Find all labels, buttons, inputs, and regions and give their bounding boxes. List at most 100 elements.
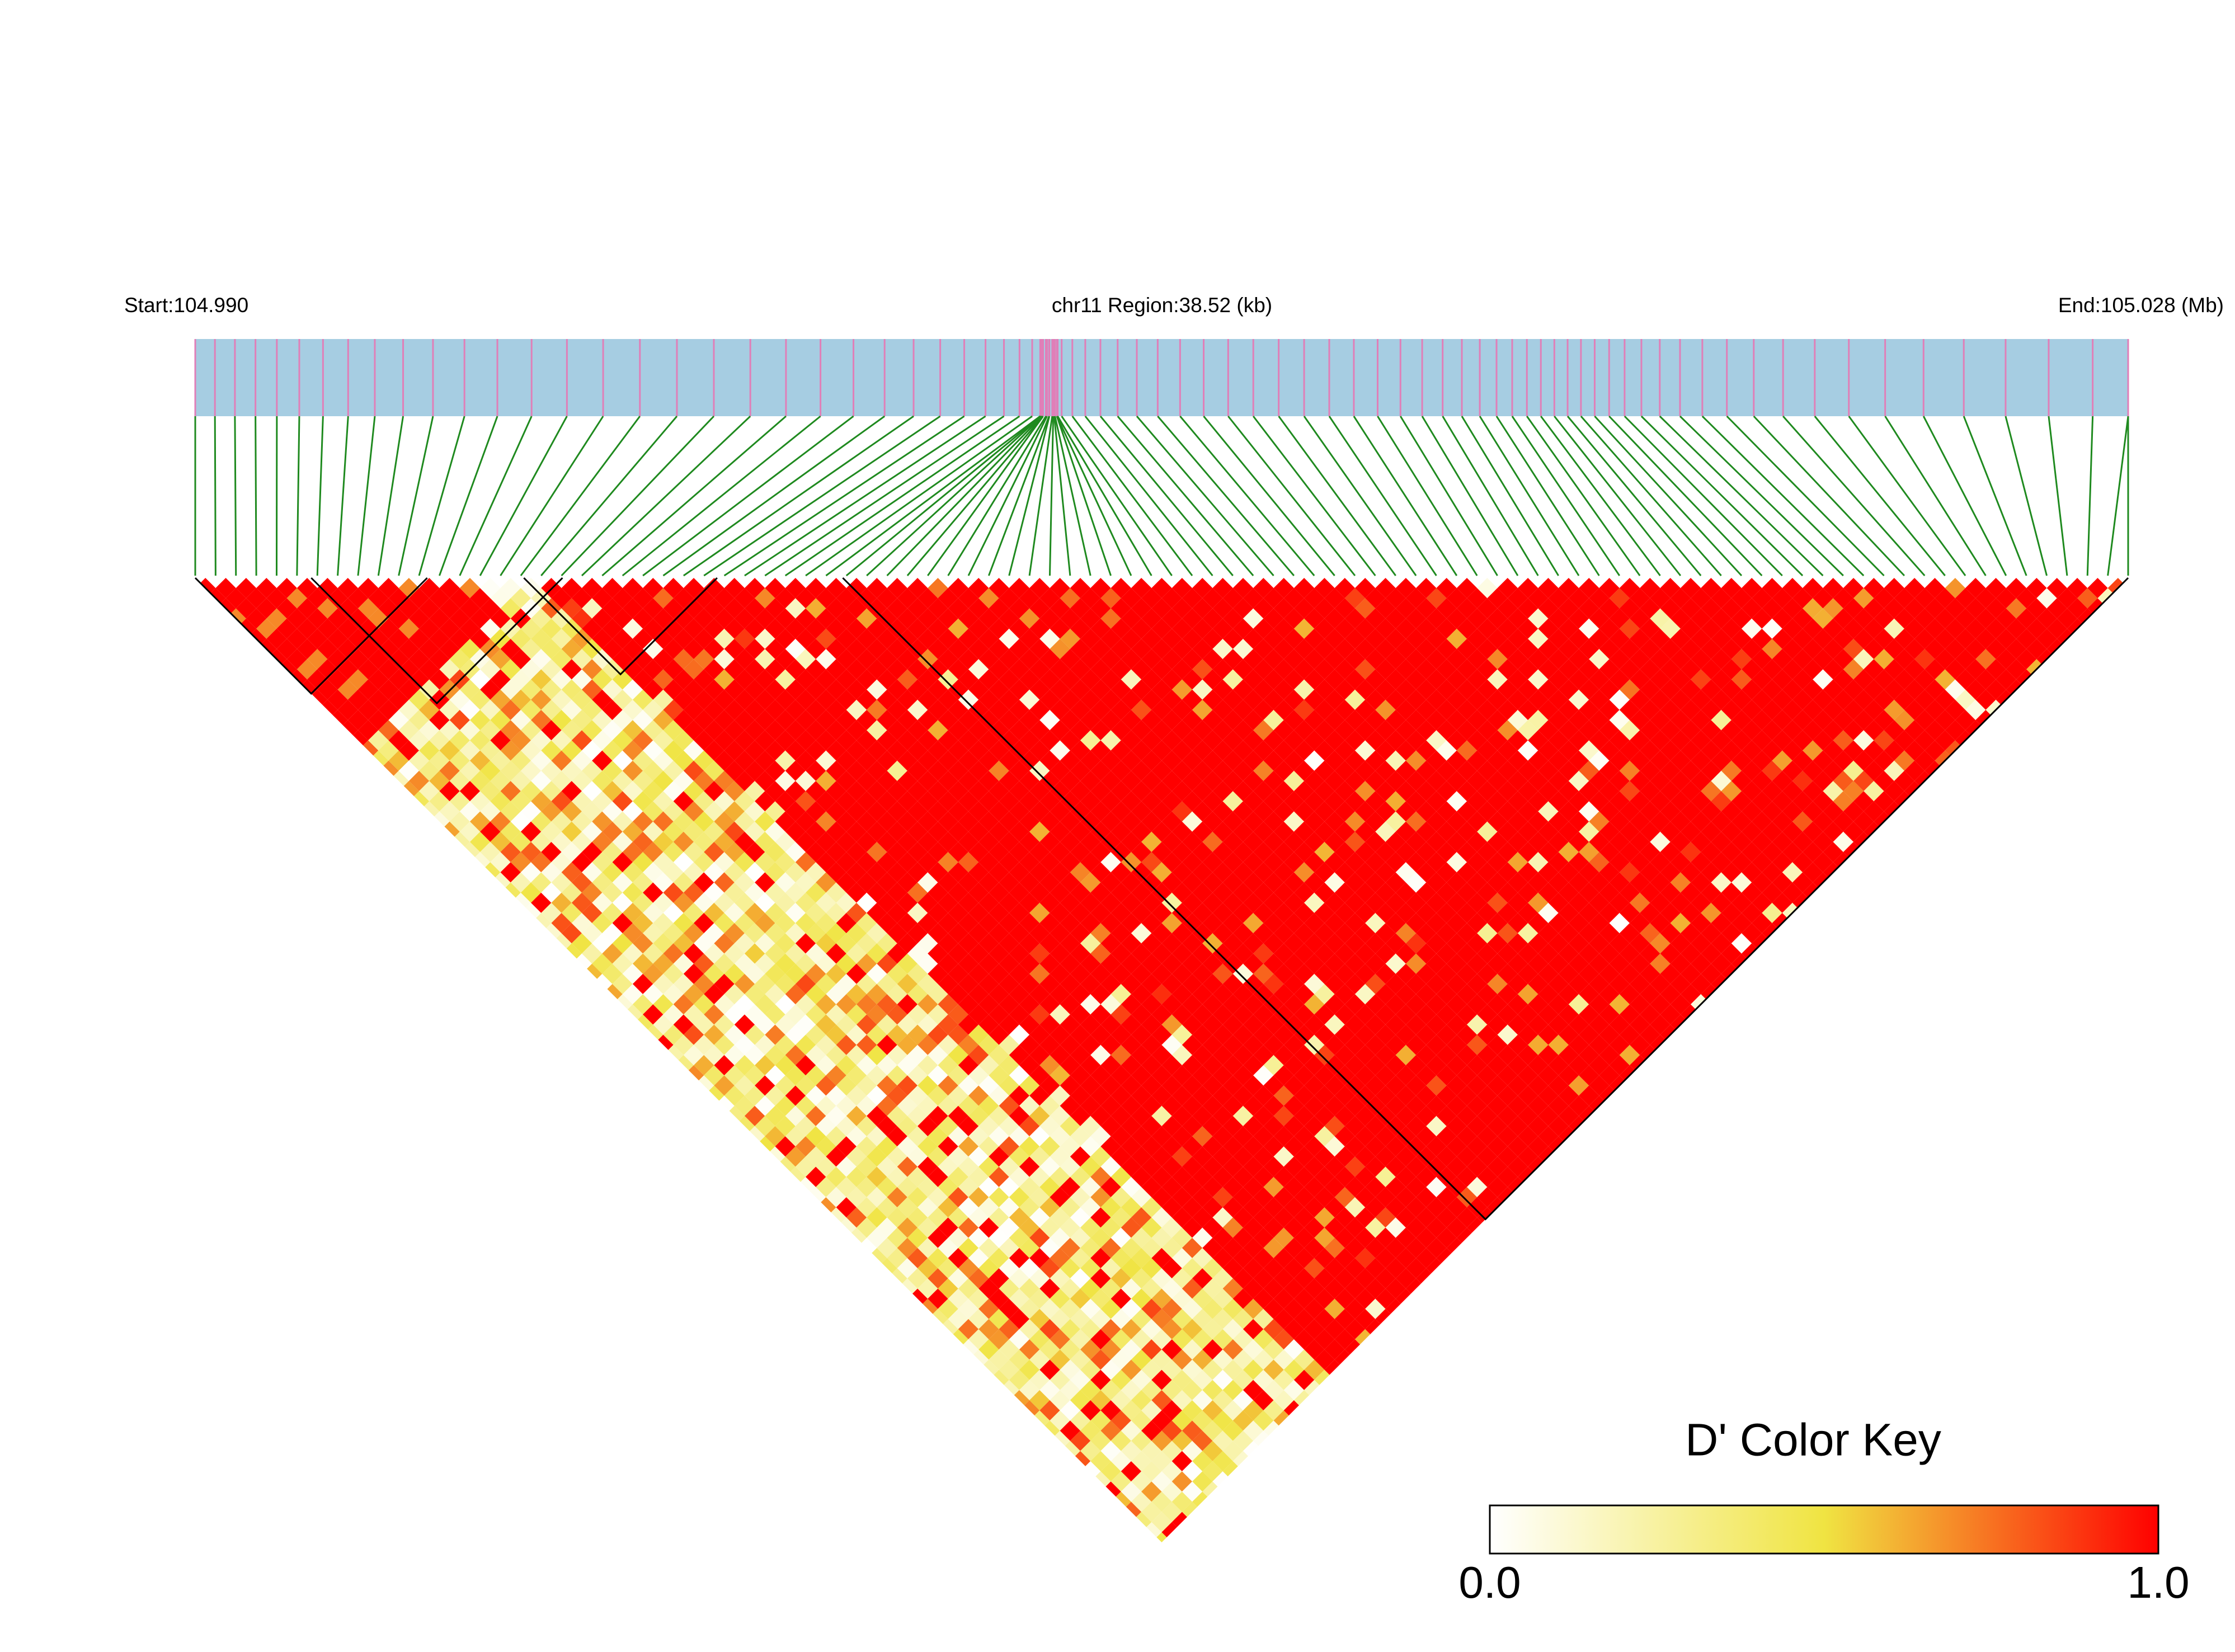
ld-cell	[1121, 1380, 1142, 1400]
ld-cell	[1314, 1329, 1335, 1350]
ld-cell	[978, 608, 999, 629]
ld-cell	[1151, 1187, 1172, 1208]
snp-link	[2086, 416, 2094, 576]
ld-cell	[1507, 1136, 1528, 1157]
ld-cell	[1405, 1237, 1427, 1258]
ld-cell	[1171, 902, 1193, 924]
ld-cell	[1121, 1258, 1142, 1279]
ld-cell	[989, 1349, 1009, 1370]
ld-cell	[1070, 740, 1091, 761]
ld-cell	[1039, 872, 1060, 893]
ld-cell	[1171, 1349, 1193, 1370]
ld-cell	[1405, 1014, 1427, 1035]
ld-heatmap	[195, 578, 2128, 1542]
ld-cell	[1263, 994, 1284, 1015]
ld-cell	[1253, 1085, 1274, 1106]
ld-cell	[1273, 1288, 1294, 1309]
ld-cell	[989, 1329, 1009, 1350]
ld-cell	[1182, 953, 1203, 974]
ld-cell	[744, 679, 765, 700]
ld-cell	[1090, 1187, 1111, 1208]
ld-cell	[449, 730, 470, 751]
ld-cell	[1070, 1390, 1091, 1411]
ld-cell	[1202, 1075, 1223, 1096]
ld-cell	[1111, 1126, 1131, 1147]
ld-cell	[734, 912, 755, 934]
ld-cell	[724, 882, 745, 903]
ld-cell	[632, 608, 653, 629]
ld-cell	[256, 618, 277, 639]
ld-cell	[1253, 882, 1274, 903]
ld-cell	[846, 801, 867, 822]
ld-cell	[917, 750, 938, 771]
ld-cell	[1121, 912, 1142, 934]
ld-cell	[1121, 1278, 1142, 1299]
ld-cell	[968, 618, 989, 639]
ld-cell	[1293, 963, 1315, 984]
ld-cell	[1080, 1298, 1101, 1319]
ld-cell	[744, 902, 765, 924]
ld-cell	[826, 963, 846, 984]
ld-cell	[551, 689, 572, 710]
ld-cell	[1090, 760, 1111, 781]
ld-cell	[1385, 1014, 1406, 1035]
ld-cell	[826, 1187, 846, 1208]
ld-cell	[836, 1075, 857, 1096]
ld-cell	[938, 1034, 958, 1055]
ld-cell	[856, 1034, 877, 1055]
ld-cell	[1192, 1024, 1213, 1045]
ld-cell	[1050, 821, 1070, 842]
ld-cell	[978, 588, 999, 609]
ld-cell	[1151, 1491, 1172, 1512]
ld-cell	[836, 649, 857, 670]
ld-cell	[846, 1207, 867, 1228]
ld-cell	[1467, 1116, 1488, 1137]
ld-cell	[1141, 831, 1162, 852]
ld-cell	[1060, 770, 1081, 792]
ld-cell	[1405, 1055, 1427, 1076]
ld-cell	[1497, 1105, 1518, 1126]
ld-cell	[806, 740, 826, 761]
ld-cell	[408, 770, 430, 792]
ld-cell	[1100, 1339, 1121, 1360]
ld-cell	[1100, 1197, 1121, 1218]
ld-cell	[1273, 1126, 1294, 1147]
ld-cell	[368, 649, 389, 670]
ld-cell	[856, 730, 877, 751]
ld-cell	[1202, 811, 1223, 832]
ld-cell	[999, 1258, 1019, 1279]
ld-cell	[1070, 720, 1091, 741]
ld-cell	[887, 1187, 907, 1208]
snp-link	[764, 415, 1005, 577]
ld-cell	[1151, 1166, 1172, 1187]
ld-cell	[846, 720, 867, 741]
ld-cell	[653, 872, 674, 893]
ld-cell	[744, 760, 765, 781]
ld-cell	[307, 649, 328, 670]
ld-cell	[968, 1105, 989, 1126]
ld-cell	[846, 1187, 867, 1208]
ld-cell	[1487, 1156, 1508, 1177]
ld-cell	[1029, 1349, 1050, 1370]
ld-cell	[1171, 882, 1193, 903]
ld-cell	[765, 801, 785, 822]
ld-cell	[1039, 770, 1060, 792]
ld-cell	[1355, 1065, 1376, 1086]
ld-cell	[1314, 943, 1335, 964]
ld-cell	[1070, 882, 1091, 903]
ld-cell	[1232, 1349, 1254, 1370]
ld-cell	[1111, 1065, 1131, 1086]
ld-cell	[276, 578, 297, 599]
ld-cell	[490, 730, 511, 751]
ld-cell	[989, 1248, 1009, 1269]
ld-cell	[1080, 1420, 1101, 1441]
ld-cell	[1202, 953, 1223, 974]
ld-cell	[1121, 1237, 1142, 1258]
ld-cell	[694, 1075, 714, 1096]
ld-cell	[510, 811, 531, 832]
ld-cell	[907, 1288, 928, 1309]
ld-cell	[1456, 1105, 1478, 1126]
ld-cell	[1334, 1044, 1355, 1066]
snp-link	[1526, 416, 1641, 576]
ld-cell	[561, 699, 582, 721]
